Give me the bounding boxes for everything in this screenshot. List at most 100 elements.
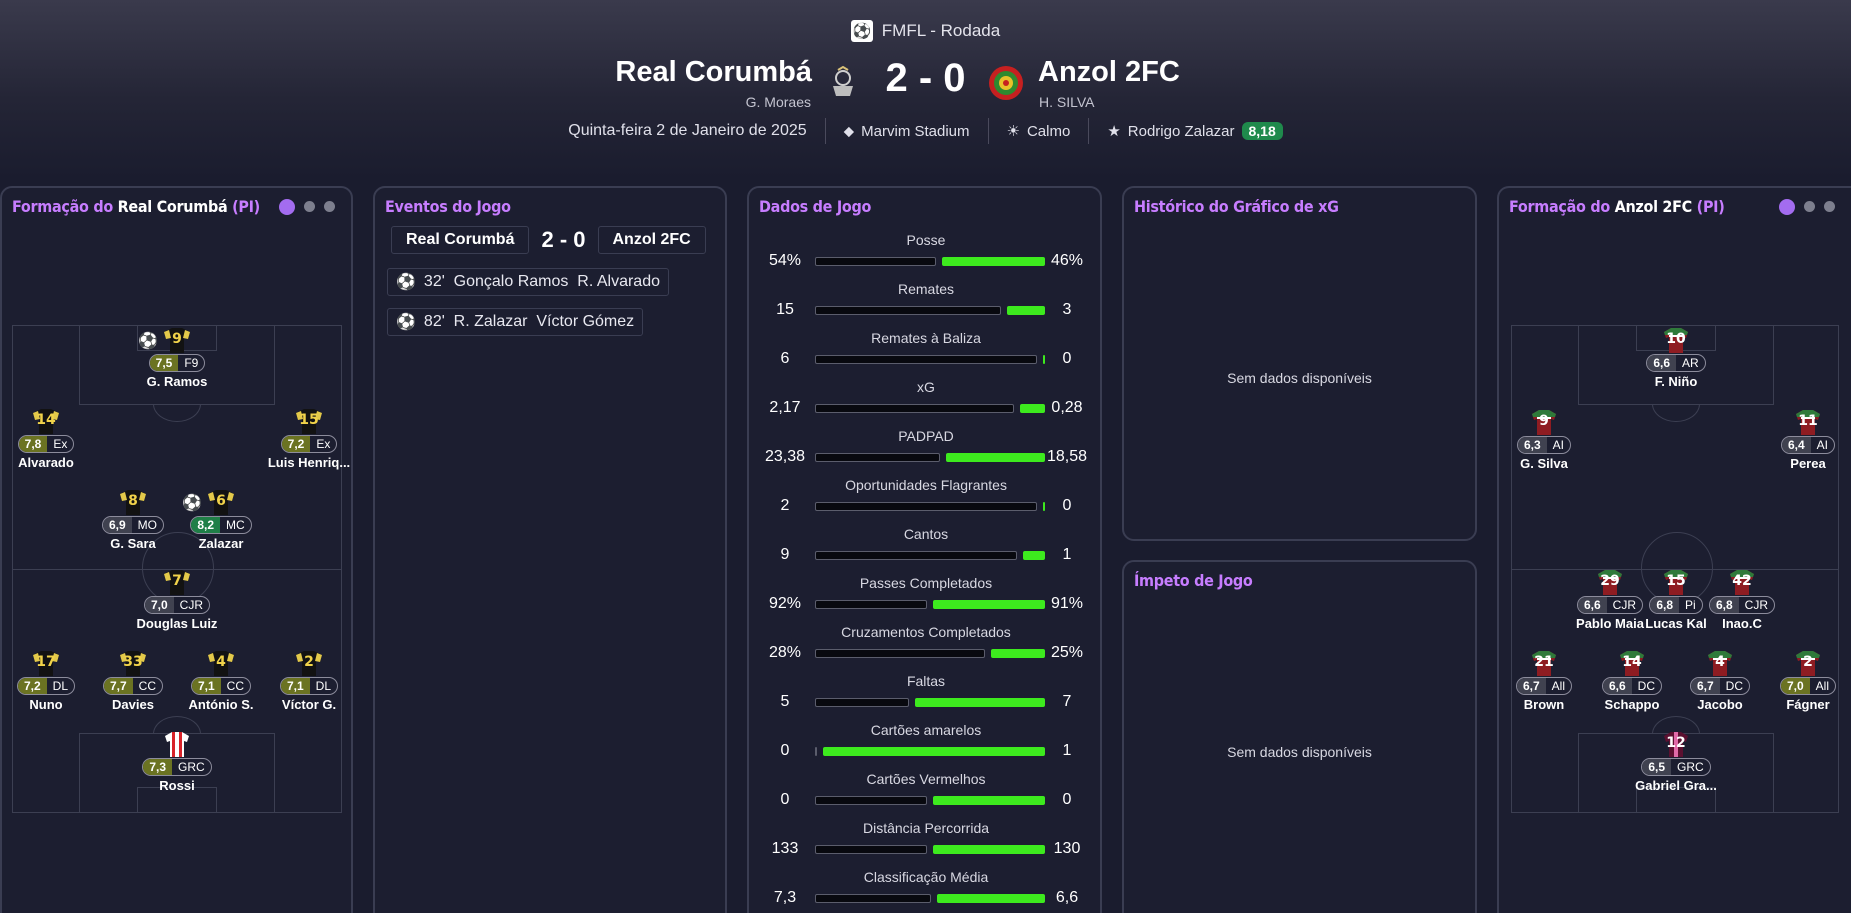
- player-card[interactable]: 33 7,7 CC Davies: [78, 649, 188, 712]
- player-name: Fágner: [1786, 697, 1830, 712]
- shirt-icon: 9 ⚽: [138, 326, 192, 354]
- player-rating: 7,2: [17, 678, 47, 694]
- player-card[interactable]: 7 7,0 CJR Douglas Luiz: [122, 568, 232, 631]
- player-rating: 6,7: [1516, 678, 1546, 694]
- player-card[interactable]: 9 6,3 AI G. Silva: [1489, 408, 1599, 471]
- rating-pill: 7,2 DL: [16, 677, 76, 695]
- shirt-icon: 2: [294, 649, 324, 677]
- stat-away-bar: [937, 894, 1045, 903]
- player-card[interactable]: 12 6,5 GRC Gabriel Gra...: [1621, 730, 1731, 793]
- away-team-name[interactable]: Anzol 2FC: [1038, 56, 1180, 88]
- player-card[interactable]: 2 7,0 All Fágner: [1753, 649, 1851, 712]
- stat-home-value: 92%: [768, 595, 802, 612]
- shirt-number: 7: [172, 573, 182, 589]
- player-position: CJR: [179, 598, 204, 612]
- shirt-number: 6: [216, 493, 226, 509]
- stat-away-value: 6,6: [1055, 889, 1079, 906]
- stat-away-value: 0: [1062, 791, 1072, 808]
- stat-away-bar: [933, 600, 1045, 609]
- stat-away-bar: [933, 845, 1045, 854]
- stat-home-bar: [815, 796, 927, 805]
- stat-away-value: 0: [1062, 497, 1072, 514]
- away-coach[interactable]: H. SILVA: [1039, 94, 1095, 110]
- view-dot-1[interactable]: [279, 199, 295, 215]
- events-home-team[interactable]: Real Corumbá: [391, 226, 530, 254]
- shirt-icon: 4: [1705, 649, 1735, 677]
- player-card[interactable]: 2 7,1 DL Víctor G.: [254, 649, 364, 712]
- player-position: AR: [1682, 356, 1699, 370]
- stat-label: xG: [917, 379, 935, 395]
- event-text: 82' R. Zalazar Víctor Gómez: [423, 313, 635, 330]
- player-card[interactable]: 15 7,2 Ex Luis Henriq...: [254, 407, 364, 470]
- match-info-row: Quinta-feira 2 de Janeiro de 2025 ⬥ Marvi…: [0, 118, 1851, 144]
- player-card[interactable]: 42 6,8 CJR Inao.C: [1687, 568, 1797, 631]
- player-card[interactable]: 17 7,2 DL Nuno: [0, 649, 101, 712]
- stat-away-value: 1: [1062, 742, 1072, 759]
- player-card[interactable]: 14 6,6 DC Schappo: [1577, 649, 1687, 712]
- shirt-icon: [162, 730, 192, 758]
- stat-away-value: 18,58: [1046, 448, 1088, 465]
- event-item[interactable]: ⚽ 32' Gonçalo Ramos R. Alvarado: [387, 268, 669, 296]
- stat-home-bar: [815, 453, 940, 462]
- stats-title: Dados de Jogo: [759, 197, 872, 216]
- player-of-match[interactable]: ★ Rodrigo Zalazar 8,18: [1088, 118, 1300, 144]
- player-card[interactable]: 29 6,6 CJR Pablo Maia: [1555, 568, 1665, 631]
- player-rating: 7,5: [149, 355, 179, 371]
- title-suffix: (PI): [1691, 197, 1725, 216]
- away-lineup-panel: Formação do Anzol 2FC (PI) 10 6,6 AR F. Niñ…: [1497, 186, 1851, 913]
- xg-history-panel: Histórico do Gráfico de xG Sem dados dis…: [1122, 186, 1477, 541]
- player-position: AI: [1816, 438, 1829, 452]
- player-card[interactable]: 15 6,8 Pi Lucas Kal: [1621, 568, 1731, 631]
- event-item[interactable]: ⚽ 82' R. Zalazar Víctor Gómez: [387, 308, 644, 336]
- view-dot-1[interactable]: [1779, 199, 1795, 215]
- home-coach[interactable]: G. Moraes: [745, 94, 811, 110]
- rating-pill: 6,9 MO: [101, 516, 165, 534]
- view-dot-3[interactable]: [324, 201, 335, 212]
- player-card[interactable]: 9 ⚽ 7,5 F9 G. Ramos: [122, 326, 232, 389]
- player-card[interactable]: 7,3 GRC Rossi: [122, 730, 232, 793]
- player-card[interactable]: 8 6,9 MO G. Sara: [78, 488, 188, 551]
- title-team[interactable]: Anzol 2FC: [1614, 197, 1693, 216]
- player-name: Alvarado: [18, 455, 74, 470]
- stat-away-value: 46%: [1050, 252, 1084, 269]
- title-team[interactable]: Real Corumbá: [117, 197, 228, 216]
- player-rating: 6,4: [1781, 437, 1811, 453]
- view-dot-2[interactable]: [1804, 201, 1815, 212]
- stat-away-bar: [1043, 355, 1045, 364]
- stat-home-value: 0: [780, 791, 790, 808]
- player-card[interactable]: 14 7,8 Ex Alvarado: [0, 407, 101, 470]
- events-away-team[interactable]: Anzol 2FC: [597, 226, 706, 254]
- player-rating: 8,2: [191, 517, 220, 533]
- player-card[interactable]: 21 6,7 All Brown: [1489, 649, 1599, 712]
- stat-home-value: 133: [771, 840, 799, 857]
- home-crest-icon[interactable]: [826, 66, 860, 100]
- player-card[interactable]: 6 ⚽ 8,2 MC Zalazar: [166, 488, 276, 551]
- stat-home-bar: [815, 845, 927, 854]
- sun-icon: ☀: [1006, 123, 1020, 140]
- view-dot-3[interactable]: [1824, 201, 1835, 212]
- view-dot-2[interactable]: [304, 201, 315, 212]
- shirt-icon: 8: [118, 488, 148, 516]
- home-team-name[interactable]: Real Corumbá: [615, 56, 812, 88]
- player-card[interactable]: 4 6,7 DC Jacobo: [1665, 649, 1775, 712]
- player-rating: 6,8: [1650, 597, 1679, 613]
- stat-label: Cruzamentos Completados: [841, 624, 1011, 640]
- stat-away-value: 0,28: [1051, 399, 1083, 416]
- player-card[interactable]: 4 7,1 CC António S.: [166, 649, 276, 712]
- stadium[interactable]: ⬥ Marvim Stadium: [824, 118, 988, 144]
- rating-pill: 7,0 CJR: [143, 596, 211, 614]
- potm-name: Rodrigo Zalazar: [1127, 122, 1235, 140]
- away-crest-icon[interactable]: [988, 65, 1024, 101]
- stat-row: Classificação Média 7,3 6,6: [761, 869, 1091, 913]
- player-rating: 7,0: [144, 597, 174, 613]
- rating-pill: 6,5 GRC: [1641, 758, 1711, 776]
- player-rating: 7,2: [281, 436, 311, 452]
- stat-row: Cartões Vermelhos 0 0: [761, 771, 1091, 820]
- stat-away-value: 130: [1053, 840, 1081, 857]
- player-card[interactable]: 11 6,4 AI Perea: [1753, 408, 1851, 471]
- player-rating: 6,6: [1602, 678, 1632, 694]
- player-card[interactable]: 10 6,6 AR F. Niño: [1621, 326, 1731, 389]
- player-rating: 6,7: [1690, 678, 1720, 694]
- stat-home-value: 6: [780, 350, 790, 367]
- competition[interactable]: ⚽ FMFL - Rodada: [0, 20, 1851, 42]
